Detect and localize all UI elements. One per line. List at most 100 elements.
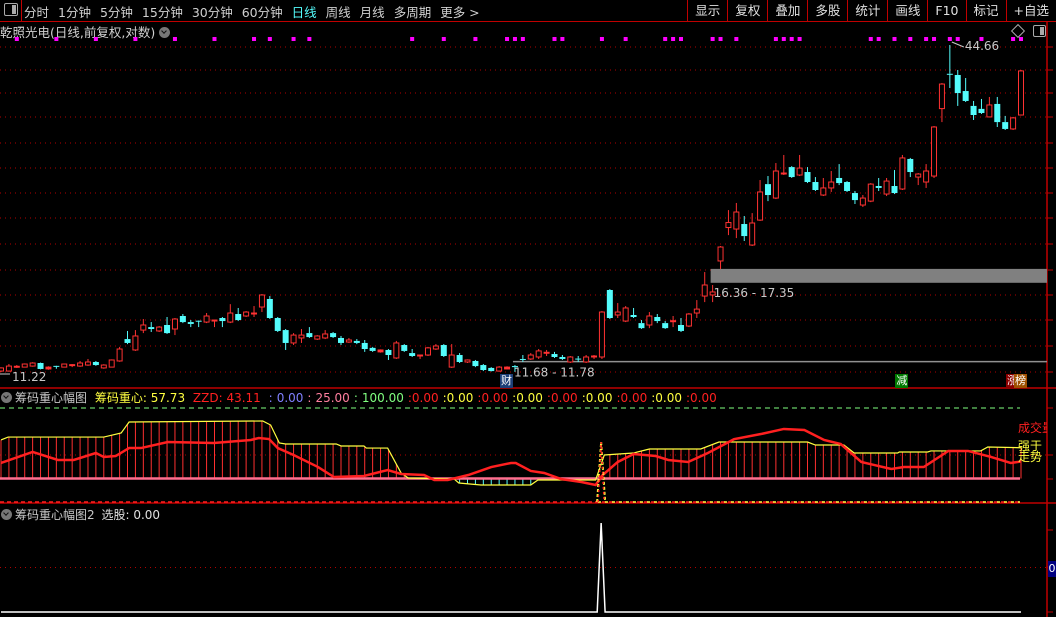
candle-body (330, 333, 337, 338)
candle (369, 346, 376, 352)
candle-body (361, 342, 368, 350)
candle (567, 355, 574, 364)
tab-period-10[interactable]: 更多 > (440, 5, 480, 20)
candle-body (353, 340, 360, 343)
tool-button-1[interactable]: 复权 (727, 0, 767, 21)
candle (962, 78, 969, 102)
tab-period-7[interactable]: 周线 (325, 5, 351, 20)
candle (527, 353, 534, 360)
candle (788, 166, 795, 178)
candle-body (575, 358, 582, 360)
candle-body (670, 320, 677, 323)
candle-body (859, 197, 866, 206)
candle (211, 319, 218, 328)
candle (931, 126, 938, 178)
signal-dot (892, 37, 897, 41)
tab-period-4[interactable]: 30分钟 (191, 5, 233, 20)
tab-period-2[interactable]: 5分钟 (99, 5, 133, 20)
chevron-down-icon[interactable] (1, 509, 12, 520)
signal-dot (947, 37, 952, 41)
candle (978, 98, 985, 115)
candle (69, 364, 76, 368)
candle (345, 337, 352, 343)
tool-button-6[interactable]: F10 (927, 0, 965, 21)
candle (464, 359, 471, 364)
candle-body (591, 355, 598, 358)
candle (867, 183, 874, 203)
tab-period-8[interactable]: 月线 (359, 5, 385, 20)
tab-period-5[interactable]: 60分钟 (241, 5, 283, 20)
candle-body (0, 367, 4, 372)
candle-body (480, 365, 487, 371)
tool-button-3[interactable]: 多股 (807, 0, 847, 21)
candle-body (345, 339, 352, 343)
candle (235, 307, 242, 322)
candle (519, 355, 526, 362)
candle-body (100, 364, 107, 369)
candle (543, 349, 550, 356)
event-marker[interactable]: 财 (500, 374, 514, 388)
panel-toggle-icon[interactable] (4, 3, 18, 16)
candle-body (148, 327, 155, 330)
candle-body (251, 312, 258, 315)
chevron-down-icon[interactable] (1, 392, 12, 403)
candle-body (440, 345, 447, 356)
candle-body (171, 318, 178, 330)
signal-dot (252, 37, 257, 41)
signal-dot (955, 37, 960, 41)
tool-button-7[interactable]: 标记 (965, 0, 1006, 21)
chevron-down-icon[interactable] (159, 27, 171, 38)
candle-body (306, 333, 313, 338)
candle (638, 320, 645, 330)
candle (282, 329, 289, 350)
candle-body (962, 91, 969, 101)
candle-body (875, 186, 882, 188)
reference-value: 100.00 (361, 391, 404, 405)
zero-value: 0.00 (690, 391, 717, 405)
candle-body (156, 326, 163, 332)
event-marker[interactable]: 榜 (1014, 374, 1027, 388)
candle-body (377, 349, 384, 353)
tool-button-2[interactable]: 叠加 (767, 0, 807, 21)
signal-dot (623, 37, 628, 41)
candle-body (140, 324, 147, 331)
event-marker[interactable]: 减 (895, 374, 909, 388)
candle (401, 344, 408, 352)
candle (92, 360, 99, 366)
candle-body (749, 222, 756, 246)
candle (171, 318, 178, 336)
zzd-line (0, 427, 1022, 487)
axis-value-box: 0 (1048, 561, 1056, 577)
tab-period-3[interactable]: 15分钟 (141, 5, 183, 20)
candle-body (448, 354, 455, 368)
panel-toggle-icon[interactable] (1033, 25, 1046, 37)
candle-body (701, 284, 708, 297)
tab-period-9[interactable]: 多周期 (393, 5, 432, 20)
candle-body (946, 73, 953, 75)
tab-period-1[interactable]: 1分钟 (58, 5, 91, 20)
candle (583, 355, 590, 364)
candle (29, 362, 36, 367)
candle (37, 362, 44, 370)
candle (314, 335, 321, 340)
tool-button-4[interactable]: 统计 (847, 0, 887, 21)
signal-dot (979, 37, 984, 41)
candle (883, 177, 890, 197)
period-tabs: 分时 1分钟 5分钟 15分钟 30分钟 60分钟 日线 周线 月线 多周期 更多 > (24, 2, 489, 21)
tab-period-0[interactable]: 分时 (24, 5, 50, 20)
candle (630, 307, 637, 319)
tool-button-8[interactable]: +自选 (1005, 0, 1056, 21)
candle-body (709, 291, 716, 296)
candle-body (693, 308, 700, 314)
high-price-label: 44.66 (965, 39, 999, 53)
candle (488, 367, 495, 372)
tool-button-5[interactable]: 画线 (887, 0, 927, 21)
price-zone-band (710, 268, 1047, 283)
tool-button-0[interactable]: 显示 (687, 0, 727, 21)
candle-body (274, 318, 281, 331)
candle (646, 312, 653, 329)
tab-period-6[interactable]: 日线 (291, 5, 317, 20)
candle-body (369, 347, 376, 351)
side-label-volume: 成交量 (1018, 421, 1047, 435)
